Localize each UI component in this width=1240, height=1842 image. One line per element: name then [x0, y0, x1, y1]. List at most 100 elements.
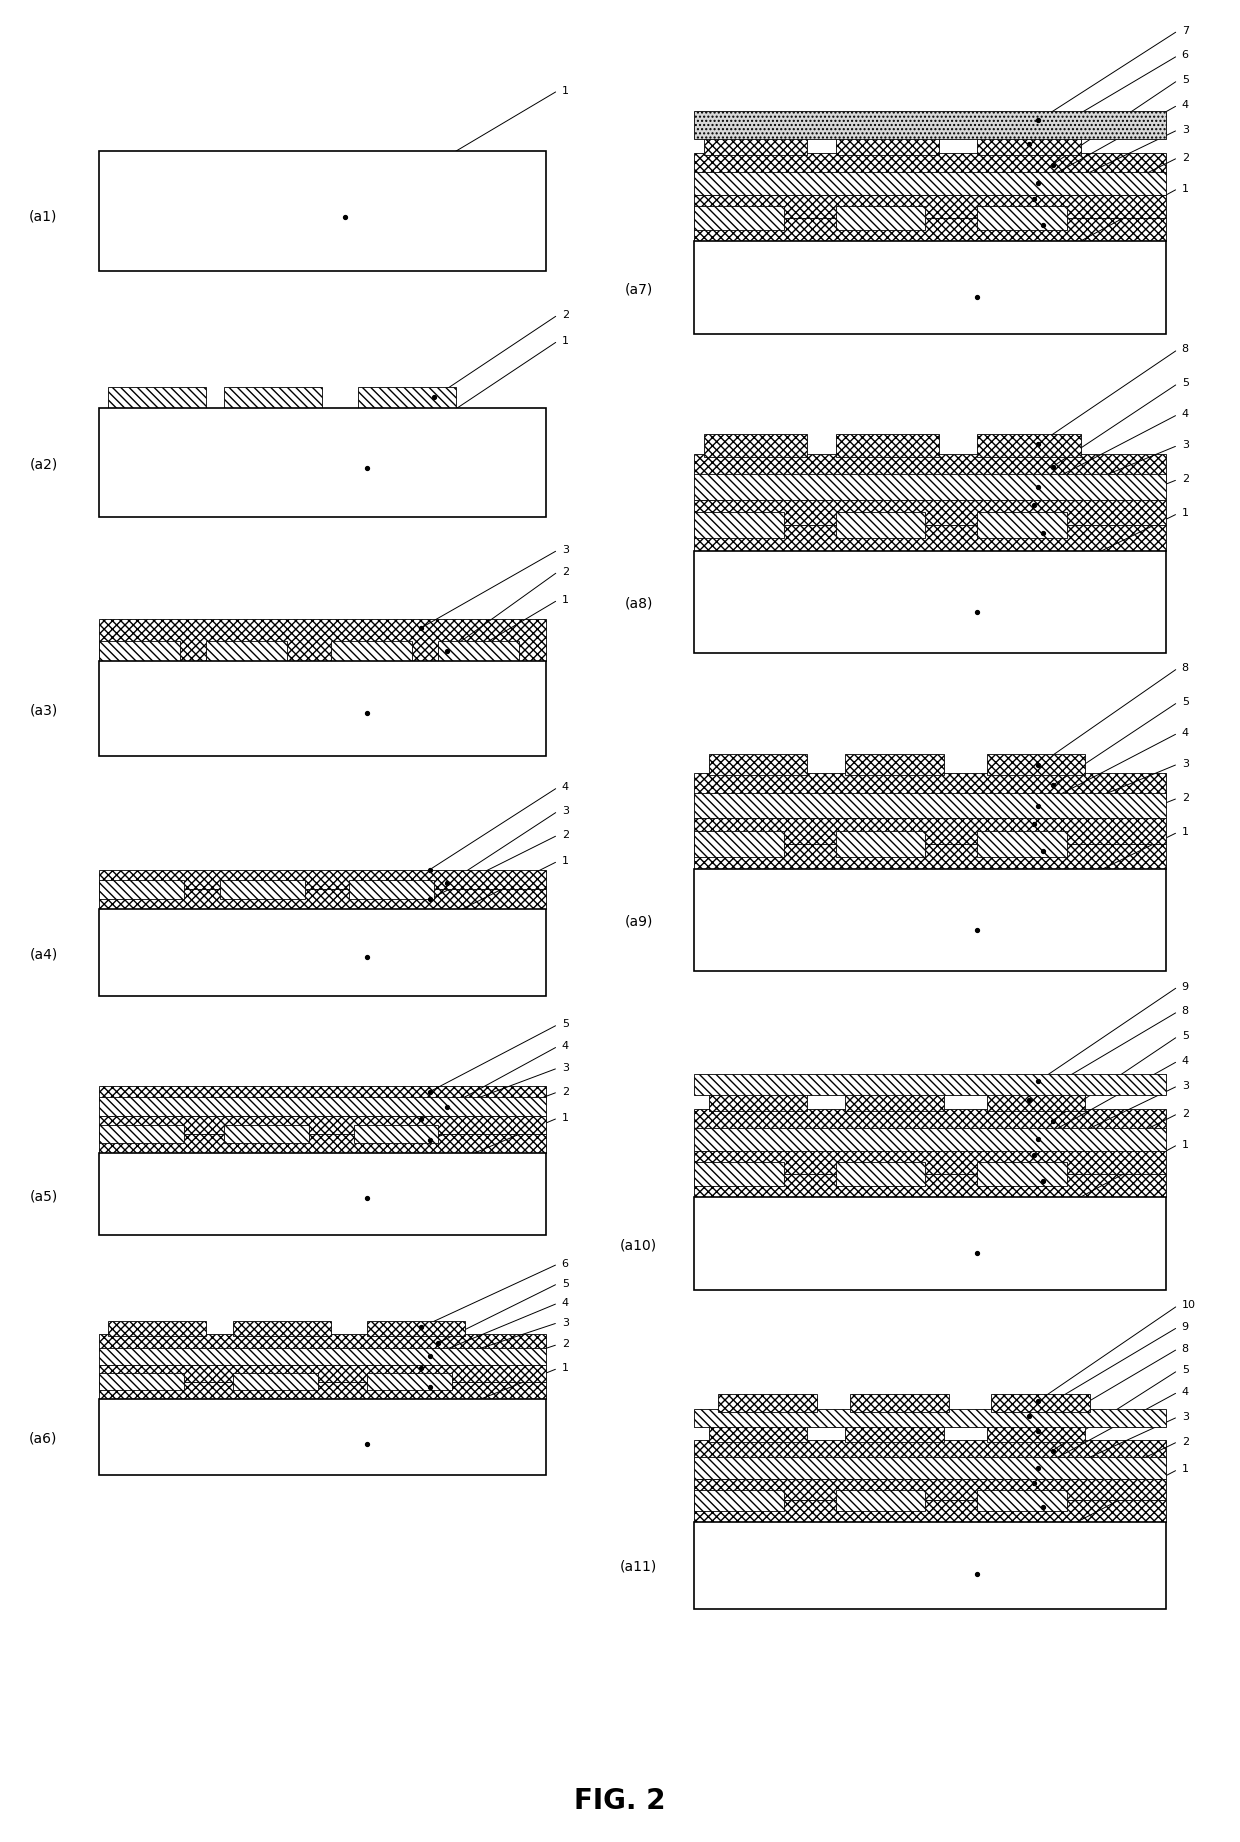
- Bar: [224, 1125, 309, 1144]
- Bar: [694, 217, 1166, 241]
- Bar: [694, 455, 1166, 479]
- Text: 4: 4: [1182, 728, 1189, 739]
- Bar: [977, 1162, 1066, 1186]
- Text: 6: 6: [562, 1258, 569, 1269]
- Bar: [846, 1424, 944, 1442]
- Bar: [99, 1125, 184, 1144]
- Bar: [108, 387, 206, 409]
- Text: 1: 1: [1182, 827, 1189, 836]
- Text: 3: 3: [562, 807, 569, 816]
- Text: (a9): (a9): [625, 915, 652, 928]
- Bar: [694, 499, 1166, 525]
- Bar: [694, 818, 1166, 844]
- Bar: [99, 1382, 546, 1398]
- Bar: [99, 908, 546, 997]
- Text: 1: 1: [1182, 184, 1189, 193]
- Text: 2: 2: [1182, 153, 1189, 162]
- Text: 1: 1: [562, 595, 569, 604]
- Bar: [836, 435, 940, 457]
- Text: 4: 4: [562, 1041, 569, 1052]
- Bar: [694, 794, 1166, 818]
- Bar: [694, 1109, 1166, 1133]
- Bar: [99, 869, 546, 890]
- Bar: [694, 774, 1166, 798]
- Bar: [846, 753, 944, 775]
- Bar: [836, 134, 940, 155]
- Text: 5: 5: [1182, 1365, 1189, 1376]
- Text: 3: 3: [1182, 1411, 1189, 1422]
- Bar: [708, 753, 807, 775]
- Bar: [977, 831, 1066, 857]
- Bar: [367, 1321, 465, 1335]
- Bar: [99, 1116, 546, 1135]
- Text: 4: 4: [1182, 1055, 1189, 1067]
- Bar: [367, 1374, 451, 1391]
- Bar: [224, 387, 322, 409]
- Bar: [99, 1365, 546, 1382]
- Bar: [694, 1440, 1166, 1461]
- Bar: [99, 619, 546, 661]
- Bar: [206, 641, 286, 661]
- Bar: [99, 880, 184, 899]
- Text: (a5): (a5): [30, 1190, 57, 1203]
- Bar: [977, 206, 1066, 230]
- Bar: [694, 1457, 1166, 1479]
- Text: 3: 3: [562, 545, 569, 554]
- Text: 4: 4: [1182, 99, 1189, 111]
- Bar: [708, 1092, 807, 1111]
- Text: 5: 5: [1182, 378, 1189, 389]
- Bar: [694, 111, 1166, 138]
- Text: 1: 1: [1182, 1464, 1189, 1474]
- Bar: [694, 153, 1166, 177]
- Text: 2: 2: [562, 1087, 569, 1096]
- Bar: [846, 1092, 944, 1111]
- Text: (a6): (a6): [30, 1431, 57, 1446]
- Bar: [849, 1394, 949, 1411]
- Text: 2: 2: [1182, 794, 1189, 803]
- Bar: [99, 1374, 184, 1391]
- Bar: [99, 890, 546, 908]
- Text: 3: 3: [1182, 759, 1189, 768]
- Bar: [977, 435, 1081, 457]
- Bar: [977, 134, 1081, 155]
- Text: 3: 3: [1182, 125, 1189, 134]
- Bar: [99, 1334, 546, 1352]
- Bar: [694, 171, 1166, 195]
- Bar: [694, 1074, 1166, 1094]
- Text: 7: 7: [1182, 26, 1189, 35]
- Text: 1: 1: [562, 85, 569, 96]
- Text: 1: 1: [562, 857, 569, 866]
- Text: 9: 9: [1182, 982, 1189, 991]
- Bar: [694, 1173, 1166, 1197]
- Text: 6: 6: [1182, 50, 1189, 61]
- Bar: [708, 1424, 807, 1442]
- Bar: [694, 1151, 1166, 1173]
- Text: 4: 4: [1182, 1387, 1189, 1396]
- Text: 2: 2: [1182, 1437, 1189, 1446]
- Text: 4: 4: [562, 783, 569, 792]
- Bar: [991, 1394, 1090, 1411]
- Bar: [694, 195, 1166, 217]
- Bar: [99, 409, 546, 518]
- Text: 1: 1: [562, 1363, 569, 1374]
- Bar: [704, 134, 807, 155]
- Bar: [694, 831, 784, 857]
- Text: (a10): (a10): [620, 1238, 657, 1253]
- Text: (a7): (a7): [625, 282, 652, 297]
- Bar: [836, 1162, 925, 1186]
- Text: 1: 1: [1182, 508, 1189, 518]
- Text: 4: 4: [1182, 409, 1189, 420]
- Bar: [694, 1162, 784, 1186]
- Bar: [977, 512, 1066, 538]
- Text: FIG. 2: FIG. 2: [574, 1787, 666, 1816]
- Bar: [836, 206, 925, 230]
- Text: 3: 3: [1182, 1081, 1189, 1090]
- Bar: [694, 512, 784, 538]
- Bar: [836, 1490, 925, 1510]
- Text: 5: 5: [562, 1278, 569, 1289]
- Text: 5: 5: [1182, 76, 1189, 85]
- Bar: [836, 831, 925, 857]
- Bar: [99, 1348, 546, 1365]
- Bar: [694, 844, 1166, 869]
- Text: 5: 5: [562, 1019, 569, 1030]
